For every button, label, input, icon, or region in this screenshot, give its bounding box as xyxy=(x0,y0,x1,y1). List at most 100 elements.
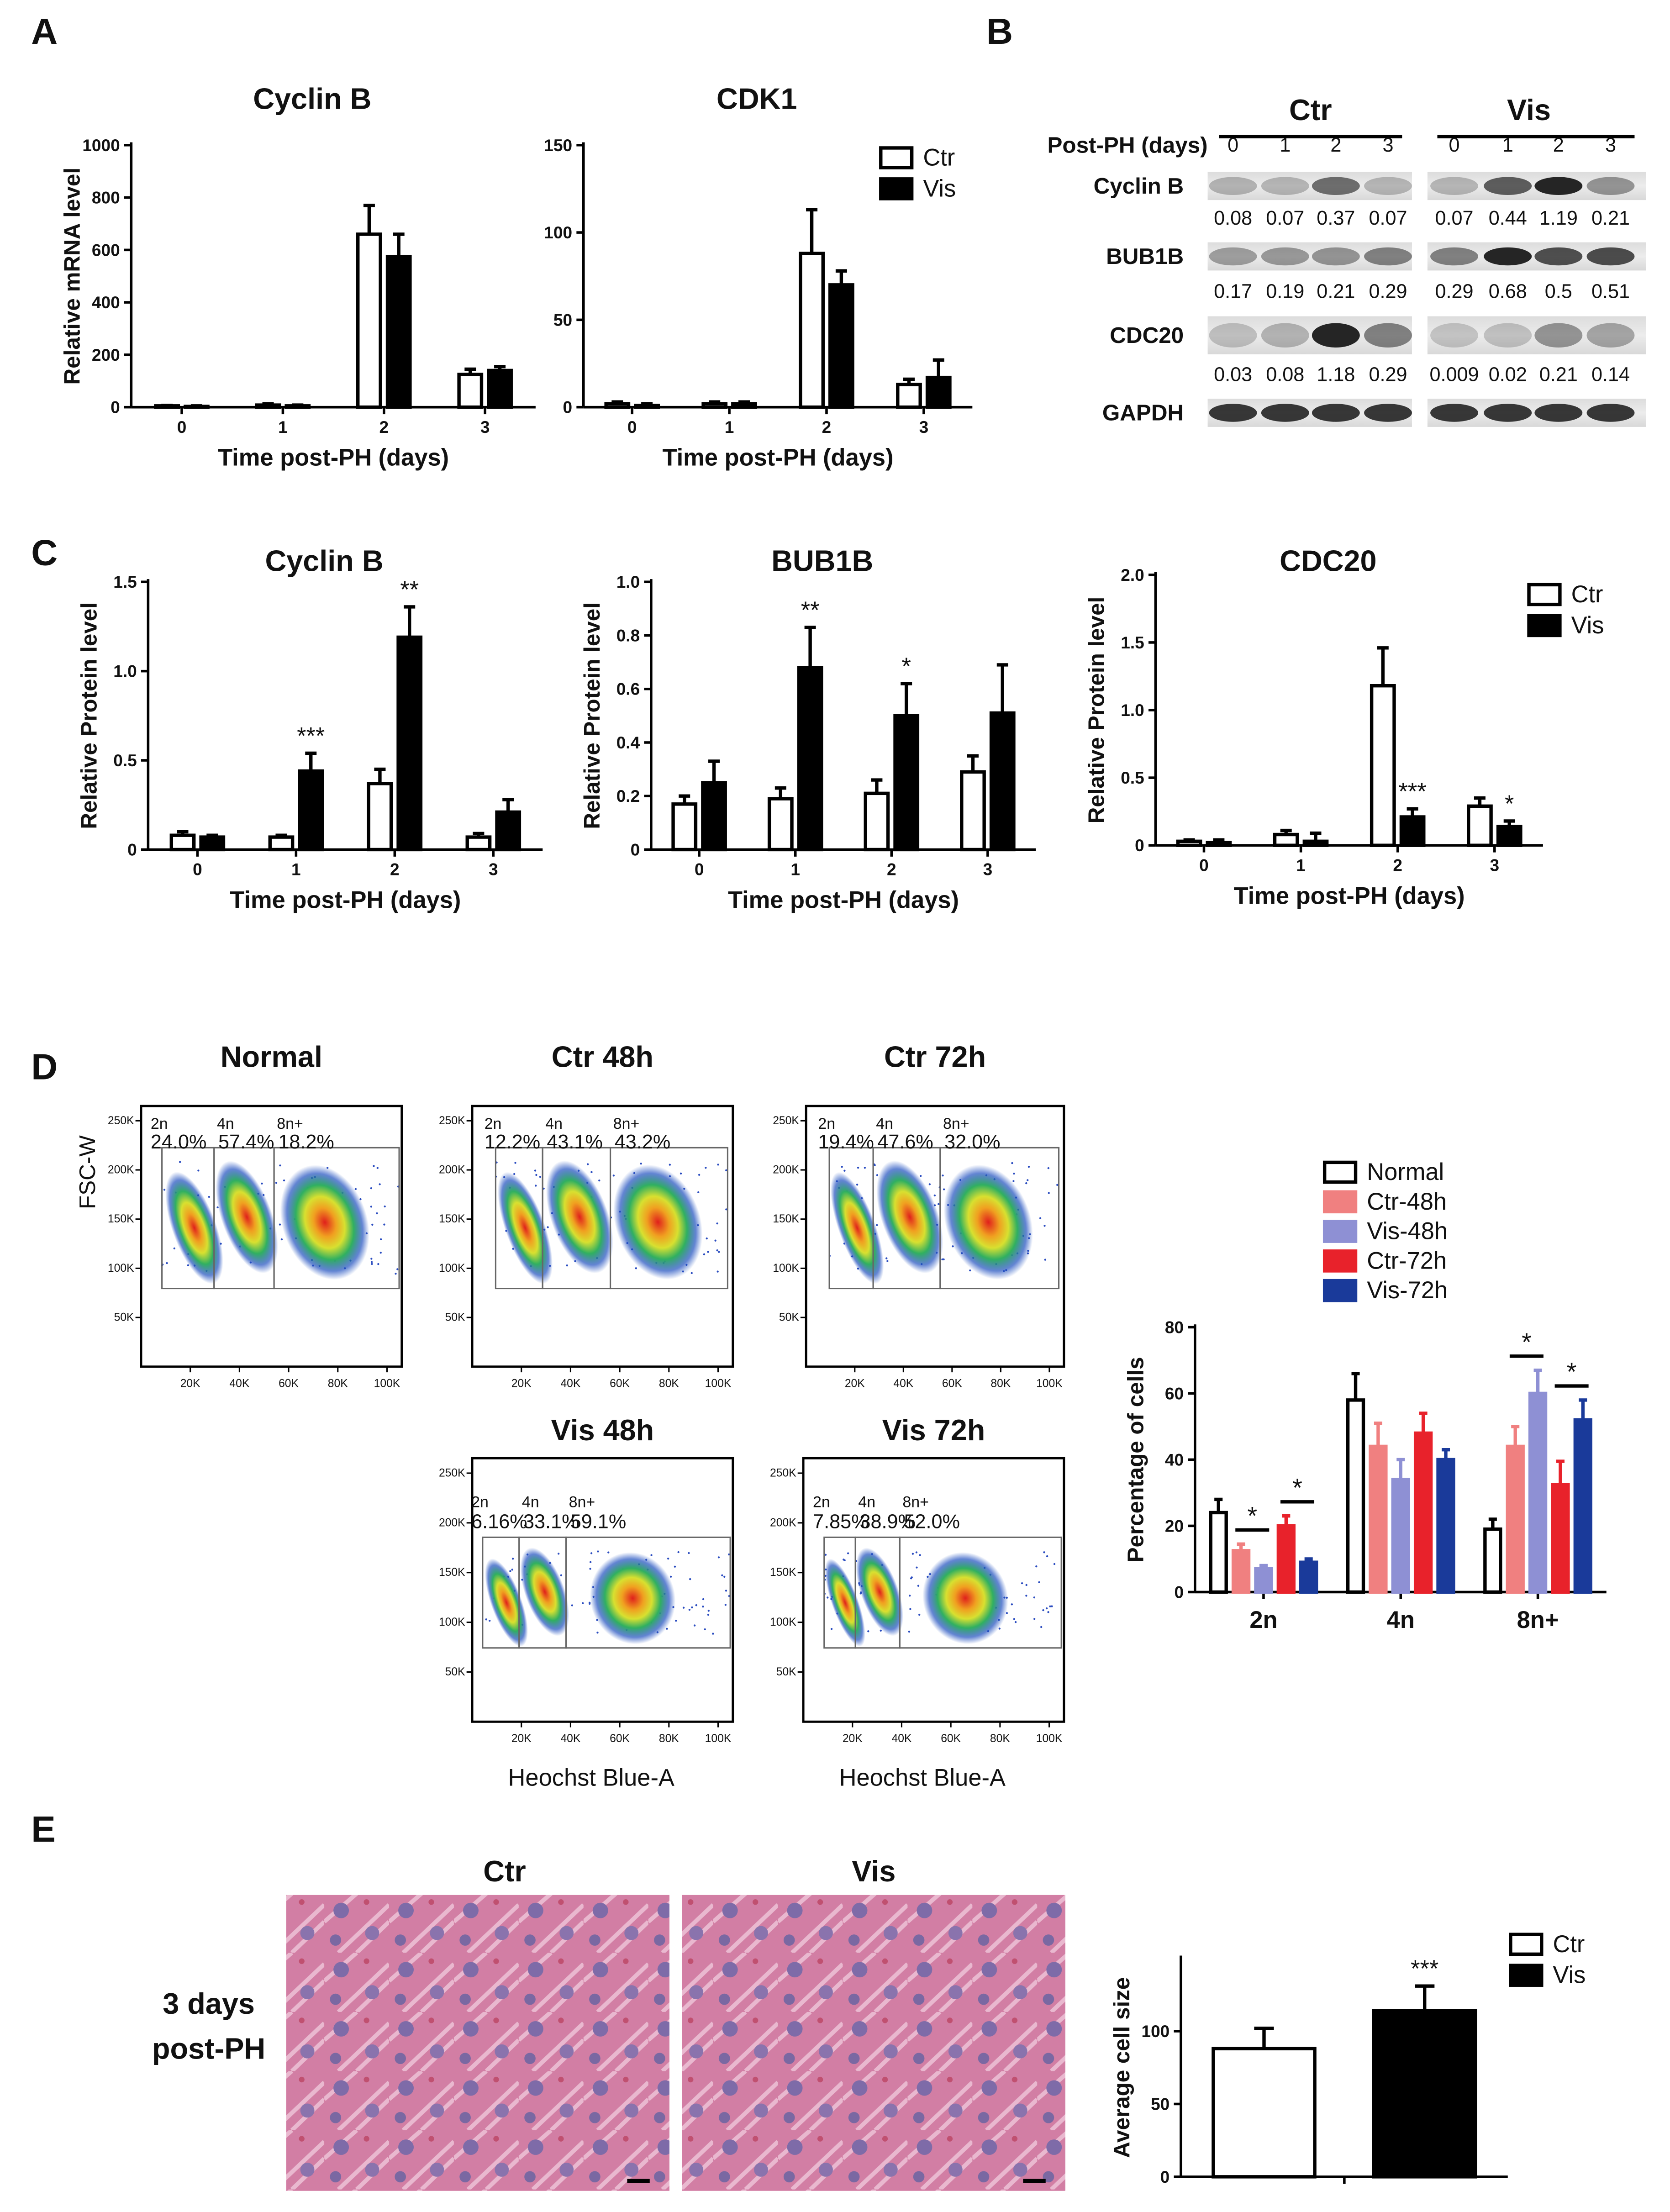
event-dot xyxy=(1043,1225,1046,1227)
flow-title: Ctr 48h xyxy=(552,1040,653,1074)
flow-y-tick-label: 100K xyxy=(770,1616,796,1628)
legend-label: Vis xyxy=(1571,612,1604,639)
event-dot xyxy=(1039,1217,1042,1219)
density-cloud xyxy=(165,1171,223,1284)
event-dot xyxy=(173,1247,175,1250)
lane-label: 3 xyxy=(1382,134,1393,156)
error-bar xyxy=(1237,1542,1245,1551)
blot-band xyxy=(1209,323,1257,348)
gate-percent: 43.1% xyxy=(547,1131,602,1153)
band-quantity: 0.29 xyxy=(1435,281,1473,303)
event-dot xyxy=(539,1175,542,1178)
significance-label: *** xyxy=(1398,779,1426,805)
legend-label: Normal xyxy=(1367,1159,1444,1185)
event-dot xyxy=(886,1260,889,1262)
flow-x-tick-label: 80K xyxy=(990,1733,1010,1745)
chart-title: BUB1B xyxy=(771,544,873,577)
gate-name: 8n+ xyxy=(569,1493,595,1511)
bar xyxy=(465,835,492,852)
legend-swatch xyxy=(1509,1964,1544,1987)
error-bar xyxy=(206,833,218,837)
significance-label: * xyxy=(1505,791,1514,817)
event-dot xyxy=(707,1613,710,1616)
event-dot xyxy=(942,1174,944,1177)
blot-row-label: GAPDH xyxy=(1102,400,1184,426)
y-tick-label: 50 xyxy=(1151,2094,1170,2113)
y-tick-label: 0.2 xyxy=(616,786,640,806)
event-dot xyxy=(717,1556,720,1559)
y-tick-label: 0.5 xyxy=(1121,768,1144,787)
error-bar xyxy=(1488,1517,1497,1529)
bar xyxy=(487,369,513,409)
x-tick-label: 0 xyxy=(695,860,704,879)
error-bar xyxy=(1310,831,1322,842)
event-dot xyxy=(280,1238,283,1241)
event-dot xyxy=(698,1174,701,1176)
band-quantity: 0.14 xyxy=(1591,364,1630,386)
flow-y-tick-label: 250K xyxy=(770,1467,796,1479)
event-dot xyxy=(910,1577,912,1580)
panel-label: B xyxy=(986,11,1013,52)
error-bar xyxy=(641,402,653,406)
chart-title: Cyclin B xyxy=(253,82,371,115)
density-cloud xyxy=(830,1172,884,1284)
significance-label: * xyxy=(1292,1474,1302,1502)
event-dot xyxy=(1027,1165,1030,1168)
event-dot xyxy=(1047,1167,1050,1169)
flow-y-tick-label: 50K xyxy=(445,1666,465,1678)
event-dot xyxy=(283,1179,285,1182)
blot-band xyxy=(1534,177,1583,195)
legend-swatch xyxy=(1322,1190,1358,1214)
significance-label: * xyxy=(1247,1502,1257,1530)
legend-label: Ctr-72h xyxy=(1367,1248,1447,1274)
timepoint-label: Post-PH (days) xyxy=(1048,132,1208,158)
flow-x-tick-label: 20K xyxy=(511,1377,532,1390)
gate xyxy=(899,1536,1062,1649)
flow-x-tick-label: 60K xyxy=(610,1733,630,1745)
event-dot xyxy=(379,1238,382,1241)
density-cloud xyxy=(280,1165,369,1280)
event-dot xyxy=(827,1596,829,1599)
flow-y-tick-label: 50K xyxy=(114,1311,134,1324)
event-dot xyxy=(843,1169,846,1172)
density-cloud xyxy=(485,1559,528,1647)
event-dot xyxy=(208,1196,210,1198)
event-dot xyxy=(379,1252,382,1254)
event-dot xyxy=(714,1239,716,1242)
event-dot xyxy=(857,1166,859,1169)
y-tick-label: 60 xyxy=(1165,1384,1184,1403)
event-dot xyxy=(909,1595,911,1597)
event-dot xyxy=(1012,1180,1015,1182)
density-cloud xyxy=(943,1164,1033,1280)
error-bar xyxy=(1213,838,1225,843)
x-tick-label: 1 xyxy=(725,417,734,437)
y-axis-label: Relative Protein level xyxy=(1084,597,1109,824)
flow-x-tick-label: 60K xyxy=(610,1377,630,1390)
band-quantity: 0.29 xyxy=(1369,364,1407,386)
event-dot xyxy=(1027,1179,1029,1181)
gate-percent: 57.4% xyxy=(218,1131,274,1153)
density-cloud xyxy=(497,1172,553,1284)
blot-band xyxy=(1534,247,1583,266)
event-dot xyxy=(843,1559,845,1561)
event-dot xyxy=(938,1203,940,1205)
legend-swatch xyxy=(1322,1279,1358,1302)
histology-row-label: 3 days xyxy=(163,1987,255,2020)
error-bar xyxy=(494,365,506,371)
event-dot xyxy=(928,1183,931,1185)
event-dot xyxy=(166,1262,168,1264)
event-dot xyxy=(1043,1551,1045,1554)
y-axis-label: Percentage of cells xyxy=(1123,1357,1148,1562)
gate-name: 4n xyxy=(545,1115,563,1132)
gate-name: 4n xyxy=(876,1115,893,1132)
gate-name: 2n xyxy=(813,1493,830,1511)
event-dot xyxy=(916,1566,918,1569)
gate-name: 4n xyxy=(522,1493,539,1511)
event-dot xyxy=(908,1630,911,1633)
flow-x-tick-label: 40K xyxy=(560,1377,580,1390)
flow-x-tick-label: 80K xyxy=(659,1733,679,1745)
event-dot xyxy=(1053,1563,1056,1565)
event-dot xyxy=(547,1226,549,1228)
event-dot xyxy=(379,1183,381,1185)
